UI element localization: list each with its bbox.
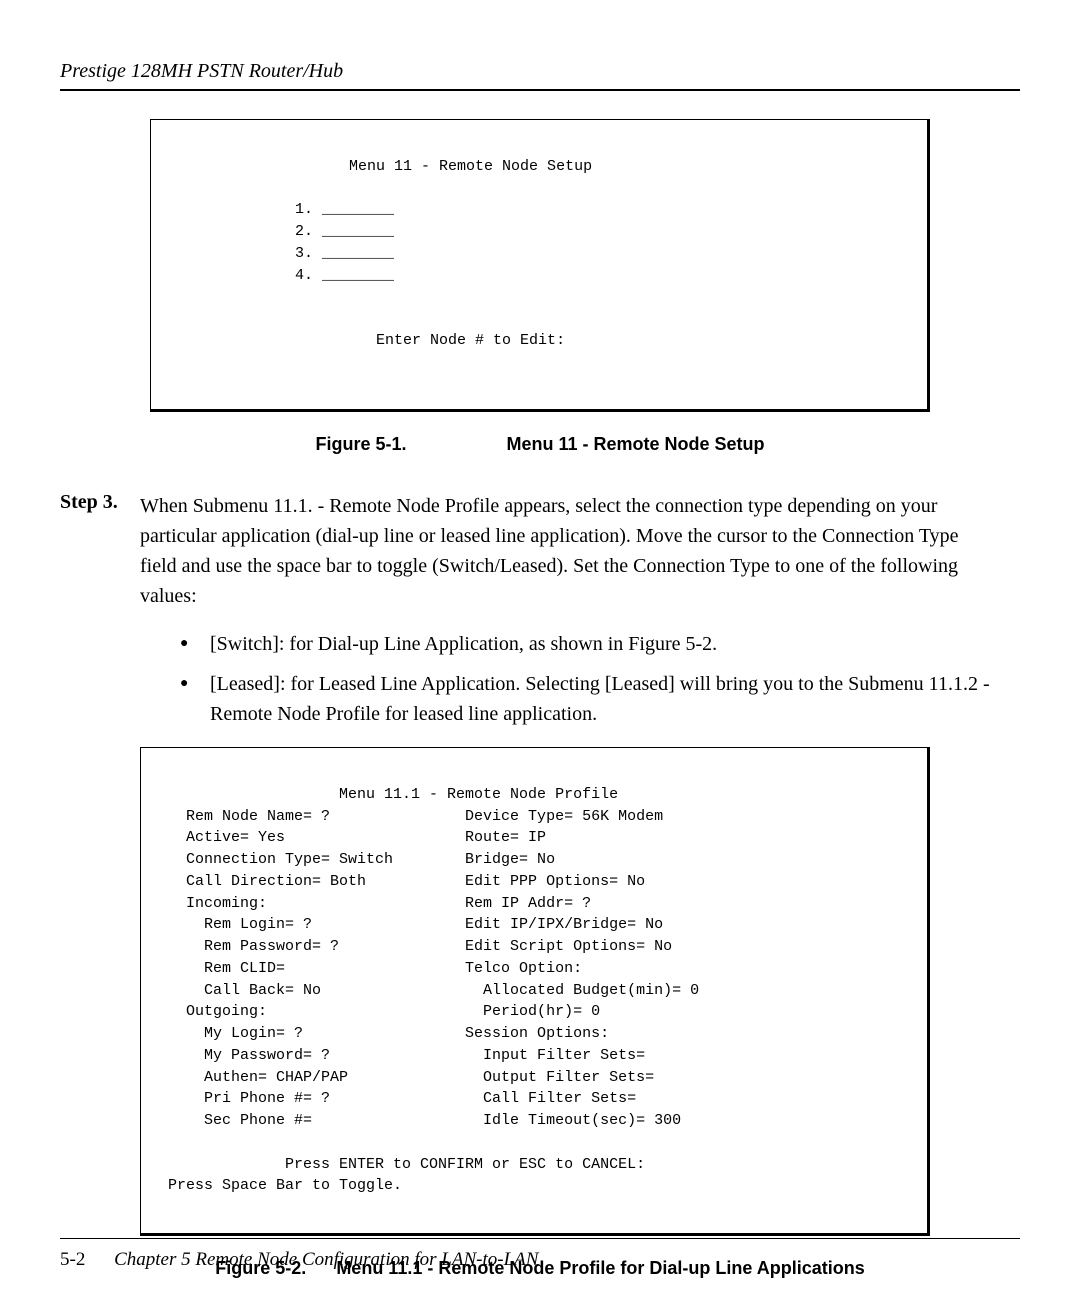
page-footer: 5-2 Chapter 5 Remote Node Configuration … bbox=[60, 1238, 1020, 1271]
step3-label: Step 3. bbox=[60, 491, 136, 514]
terminal-menu-11: Menu 11 - Remote Node Setup 1. ________ … bbox=[150, 119, 930, 412]
fig1-label: Figure 5-1. bbox=[315, 434, 406, 454]
terminal2-content: Menu 11.1 - Remote Node Profile Rem Node… bbox=[159, 784, 909, 1197]
bullet-switch: [Switch]: for Dial-up Line Application, … bbox=[180, 629, 1020, 659]
header-title: Prestige 128MH PSTN Router/Hub bbox=[60, 60, 343, 82]
terminal-menu-11-1: Menu 11.1 - Remote Node Profile Rem Node… bbox=[140, 747, 930, 1236]
page-number: 5-2 bbox=[60, 1249, 85, 1271]
step-3: Step 3. When Submenu 11.1. - Remote Node… bbox=[60, 491, 1020, 611]
figure-5-1-caption: Figure 5-1. Menu 11 - Remote Node Setup bbox=[60, 434, 1020, 455]
fig1-title: Menu 11 - Remote Node Setup bbox=[506, 434, 764, 454]
bullet-leased: [Leased]: for Leased Line Application. S… bbox=[180, 669, 1020, 729]
step3-text: When Submenu 11.1. - Remote Node Profile… bbox=[140, 491, 990, 611]
step3-bullets: [Switch]: for Dial-up Line Application, … bbox=[180, 629, 1020, 729]
chapter-label: Chapter 5 Remote Node Configuration for … bbox=[114, 1249, 538, 1270]
page-header: Prestige 128MH PSTN Router/Hub bbox=[60, 60, 1020, 91]
terminal1-content: Menu 11 - Remote Node Setup 1. ________ … bbox=[169, 156, 909, 374]
